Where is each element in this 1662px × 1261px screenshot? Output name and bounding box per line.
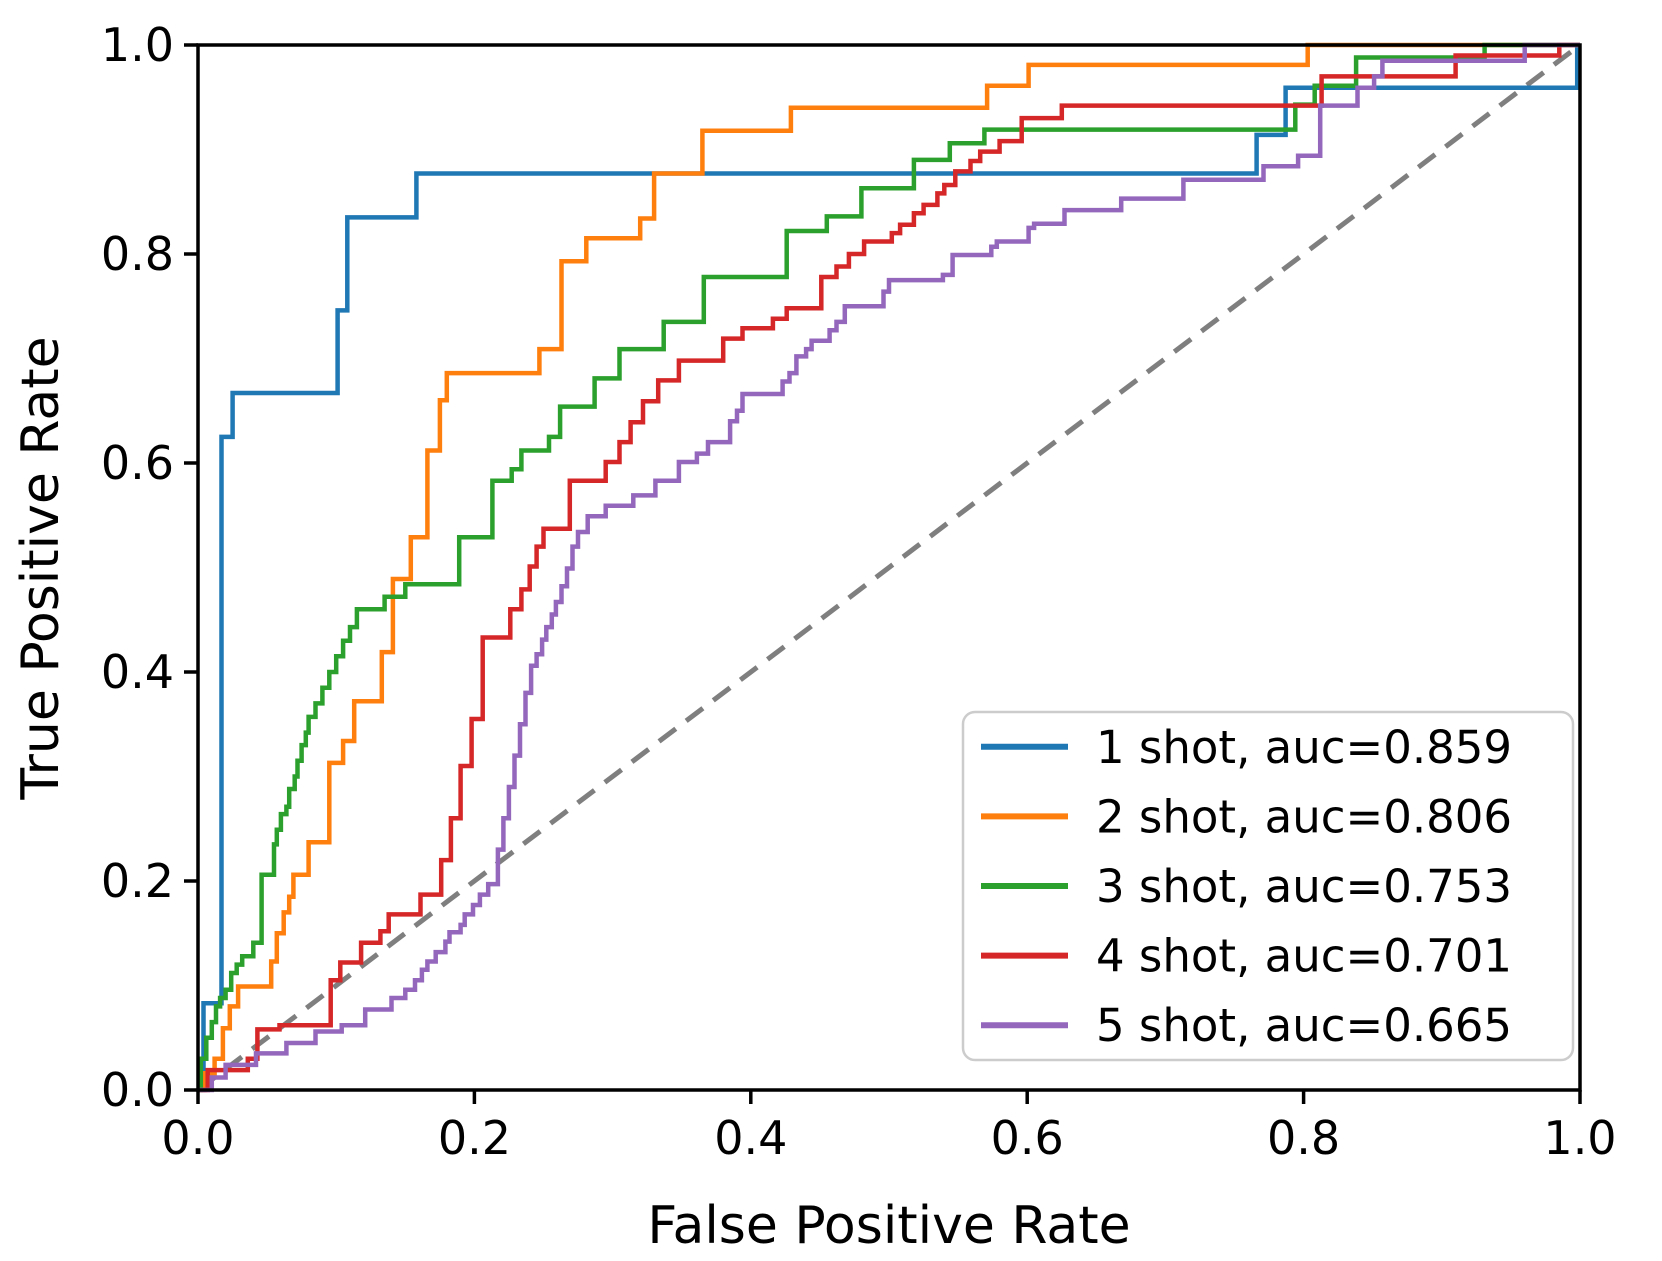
x-axis-label: False Positive Rate bbox=[647, 1196, 1130, 1256]
legend-entry: 5 shot, auc=0.665 bbox=[981, 999, 1512, 1052]
legend: 1 shot, auc=0.859 2 shot, auc=0.806 3 shot… bbox=[961, 710, 1575, 1062]
axes-spines bbox=[196, 43, 1582, 1092]
y-tick-label: 0.8 bbox=[101, 227, 174, 281]
legend-entry: 3 shot, auc=0.753 bbox=[981, 860, 1512, 913]
x-tick-label: 0.8 bbox=[1267, 1111, 1340, 1165]
legend-label: 4 shot, auc=0.701 bbox=[1096, 930, 1512, 983]
y-axis-label: True Positive Rate bbox=[11, 336, 71, 800]
chance-diagonal-line bbox=[196, 43, 1582, 1092]
roc-curve-3-shot bbox=[198, 42, 1580, 1093]
x-tick-label: 0.2 bbox=[438, 1111, 511, 1165]
roc-curve-4-shot bbox=[198, 42, 1580, 1093]
y-tick-label: 0.6 bbox=[101, 436, 174, 490]
legend-label: 1 shot, auc=0.859 bbox=[1096, 721, 1512, 774]
roc-curve-5-shot bbox=[198, 42, 1580, 1093]
legend-entry: 1 shot, auc=0.859 bbox=[981, 721, 1512, 774]
y-tick-label: 0.0 bbox=[101, 1063, 174, 1117]
curves-layer bbox=[196, 42, 1582, 1093]
x-tick-label: 1.0 bbox=[1543, 1111, 1616, 1165]
x-tick-label: 0.0 bbox=[161, 1111, 234, 1165]
legend-label: 2 shot, auc=0.806 bbox=[1096, 790, 1512, 843]
x-tick-label: 0.4 bbox=[714, 1111, 787, 1165]
y-tick-label: 1.0 bbox=[101, 18, 174, 72]
legend-label: 5 shot, auc=0.665 bbox=[1096, 999, 1512, 1052]
legend-entry: 4 shot, auc=0.701 bbox=[981, 930, 1512, 983]
legend-box bbox=[961, 710, 1575, 1062]
y-tick-label: 0.2 bbox=[101, 854, 174, 908]
roc-curve-2-shot bbox=[198, 42, 1580, 1093]
axes-layer: 0.0 0.2 0.4 0.6 0.8 1.0 0.0 0.2 0.4 0.6 0.8 1.0 bbox=[101, 18, 1617, 1165]
y-tick-label: 0.4 bbox=[101, 645, 174, 699]
legend-entry: 2 shot, auc=0.806 bbox=[981, 790, 1512, 843]
x-tick-label: 0.6 bbox=[991, 1111, 1064, 1165]
legend-label: 3 shot, auc=0.753 bbox=[1096, 860, 1512, 913]
roc-curve-1-shot bbox=[198, 42, 1580, 1093]
